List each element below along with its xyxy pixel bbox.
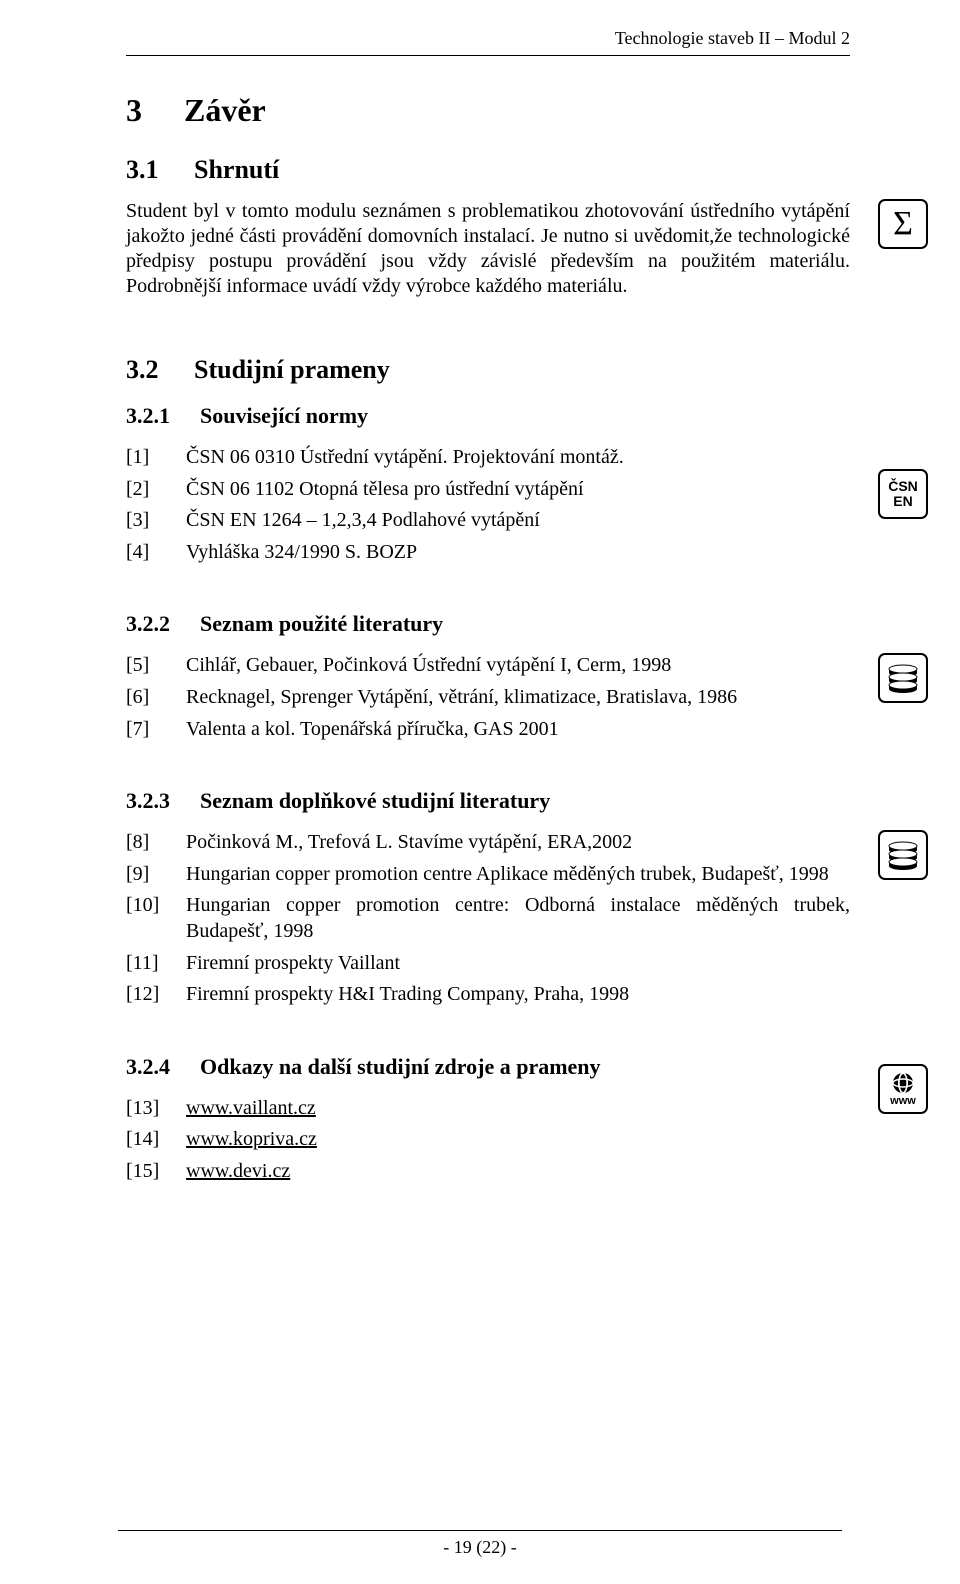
sigma-glyph: Σ	[878, 199, 928, 249]
reference-text: www.kopriva.cz	[186, 1127, 850, 1153]
reference-text: Počinková M., Trefová L. Stavíme vytápěn…	[186, 830, 850, 856]
summary-paragraph: Student byl v tomto modulu seznámen s pr…	[126, 199, 850, 299]
chapter-title: Závěr	[184, 92, 266, 128]
section-number: 3.1	[126, 155, 194, 185]
en-text: EN	[888, 494, 918, 509]
csn-en-icon: ČSN EN	[878, 469, 928, 519]
reference-key: [3]	[126, 508, 186, 534]
reference-item: [3] ČSN EN 1264 – 1,2,3,4 Podlahové vytá…	[126, 508, 850, 534]
subsection-heading: 3.2.1Související normy	[126, 403, 850, 429]
www-label: www	[889, 1095, 916, 1107]
subsection-title: Seznam použité literatury	[200, 611, 443, 636]
reference-text: Vyhláška 324/1990 S. BOZP	[186, 540, 850, 566]
reference-item: [11] Firemní prospekty Vaillant	[126, 951, 850, 977]
reference-text: www.vaillant.cz	[186, 1096, 850, 1122]
reference-list: [8] Počinková M., Trefová L. Stavíme vyt…	[126, 830, 850, 1008]
reference-text: Recknagel, Sprenger Vytápění, větrání, k…	[186, 685, 850, 711]
subsection-heading: 3.2.3Seznam doplňkové studijní literatur…	[126, 788, 850, 814]
reference-item: [10] Hungarian copper promotion centre: …	[126, 893, 850, 944]
subsection-heading: 3.2.2Seznam použité literatury	[126, 611, 850, 637]
reference-key: [11]	[126, 951, 186, 977]
reference-text: Valenta a kol. Topenářská příručka, GAS …	[186, 717, 850, 743]
reference-key: [12]	[126, 982, 186, 1008]
reference-key: [14]	[126, 1127, 186, 1153]
reference-key: [6]	[126, 685, 186, 711]
reference-text: Cihlář, Gebauer, Počinková Ústřední vytá…	[186, 653, 850, 679]
reference-list: [13] www.vaillant.cz [14] www.kopriva.cz…	[126, 1096, 850, 1185]
page-footer: - 19 (22) -	[0, 1530, 960, 1558]
page: Technologie staveb II – Modul 2 3Závěr 3…	[0, 0, 960, 1584]
reference-key: [8]	[126, 830, 186, 856]
section-heading: 3.1Shrnutí	[126, 155, 850, 185]
subsection-number: 3.2.4	[126, 1054, 200, 1080]
reference-text: ČSN 06 0310 Ústřední vytápění. Projektov…	[186, 445, 850, 471]
reference-list: [5] Cihlář, Gebauer, Počinková Ústřední …	[126, 653, 850, 742]
subsection-title: Seznam doplňkové studijní literatury	[200, 788, 550, 813]
section-3-2-4: 3.2.4Odkazy na další studijní zdroje a p…	[126, 1054, 850, 1185]
reference-text: Hungarian copper promotion centre: Odbor…	[186, 893, 850, 944]
reference-item: [9] Hungarian copper promotion centre Ap…	[126, 862, 850, 888]
sigma-icon: Σ	[878, 199, 928, 249]
reference-key: [13]	[126, 1096, 186, 1122]
reference-item: [7] Valenta a kol. Topenářská příručka, …	[126, 717, 850, 743]
books-glyph	[878, 653, 928, 703]
www-icon: www	[878, 1064, 928, 1114]
section-title: Studijní prameny	[194, 355, 390, 384]
reference-key: [15]	[126, 1159, 186, 1185]
section-heading: 3.2Studijní prameny	[126, 355, 850, 385]
reference-item: [13] www.vaillant.cz	[126, 1096, 850, 1122]
subsection-title: Odkazy na další studijní zdroje a pramen…	[200, 1054, 601, 1079]
subsection-title: Související normy	[200, 403, 368, 428]
footer-rule	[118, 1530, 842, 1531]
page-number: - 19 (22) -	[443, 1537, 516, 1557]
www-glyph: www	[878, 1064, 928, 1114]
section-number: 3.2	[126, 355, 194, 385]
csn-text: ČSN	[888, 479, 918, 494]
reference-item: [6] Recknagel, Sprenger Vytápění, větrán…	[126, 685, 850, 711]
reference-item: [15] www.devi.cz	[126, 1159, 850, 1185]
reference-item: [1] ČSN 06 0310 Ústřední vytápění. Proje…	[126, 445, 850, 471]
books-icon	[878, 653, 928, 703]
subsection-heading: 3.2.4Odkazy na další studijní zdroje a p…	[126, 1054, 850, 1080]
reference-item: [14] www.kopriva.cz	[126, 1127, 850, 1153]
reference-item: [8] Počinková M., Trefová L. Stavíme vyt…	[126, 830, 850, 856]
reference-key: [10]	[126, 893, 186, 944]
csn-en-label: ČSN EN	[878, 469, 928, 519]
reference-text: ČSN EN 1264 – 1,2,3,4 Podlahové vytápění	[186, 508, 850, 534]
reference-key: [1]	[126, 445, 186, 471]
reference-text: Firemní prospekty H&I Trading Company, P…	[186, 982, 850, 1008]
subsection-number: 3.2.1	[126, 403, 200, 429]
reference-text: www.devi.cz	[186, 1159, 850, 1185]
reference-text: Firemní prospekty Vaillant	[186, 951, 850, 977]
reference-text: ČSN 06 1102 Otopná tělesa pro ústřední v…	[186, 477, 850, 503]
reference-key: [9]	[126, 862, 186, 888]
section-title: Shrnutí	[194, 155, 279, 184]
reference-item: [12] Firemní prospekty H&I Trading Compa…	[126, 982, 850, 1008]
chapter-number: 3	[126, 92, 184, 129]
subsection-number: 3.2.3	[126, 788, 200, 814]
reference-key: [4]	[126, 540, 186, 566]
reference-item: [2] ČSN 06 1102 Otopná tělesa pro ústřed…	[126, 477, 850, 503]
section-3-1: 3.1Shrnutí Student byl v tomto modulu se…	[126, 155, 850, 299]
section-3-2-3: 3.2.3Seznam doplňkové studijní literatur…	[126, 788, 850, 1008]
books-glyph	[878, 830, 928, 880]
reference-list: [1] ČSN 06 0310 Ústřední vytápění. Proje…	[126, 445, 850, 565]
running-header: Technologie staveb II – Modul 2	[126, 28, 850, 56]
reference-link[interactable]: www.devi.cz	[186, 1160, 290, 1182]
books-icon	[878, 830, 928, 880]
reference-key: [7]	[126, 717, 186, 743]
section-3-2-2: 3.2.2Seznam použité literatury [5] Cihlá…	[126, 611, 850, 742]
reference-link[interactable]: www.kopriva.cz	[186, 1128, 317, 1150]
chapter-heading: 3Závěr	[126, 92, 850, 129]
reference-item: [4] Vyhláška 324/1990 S. BOZP	[126, 540, 850, 566]
section-3-2-1: 3.2.1Související normy [1] ČSN 06 0310 Ú…	[126, 403, 850, 565]
reference-item: [5] Cihlář, Gebauer, Počinková Ústřední …	[126, 653, 850, 679]
reference-key: [5]	[126, 653, 186, 679]
reference-text: Hungarian copper promotion centre Aplika…	[186, 862, 850, 888]
subsection-number: 3.2.2	[126, 611, 200, 637]
reference-link[interactable]: www.vaillant.cz	[186, 1097, 316, 1119]
reference-key: [2]	[126, 477, 186, 503]
